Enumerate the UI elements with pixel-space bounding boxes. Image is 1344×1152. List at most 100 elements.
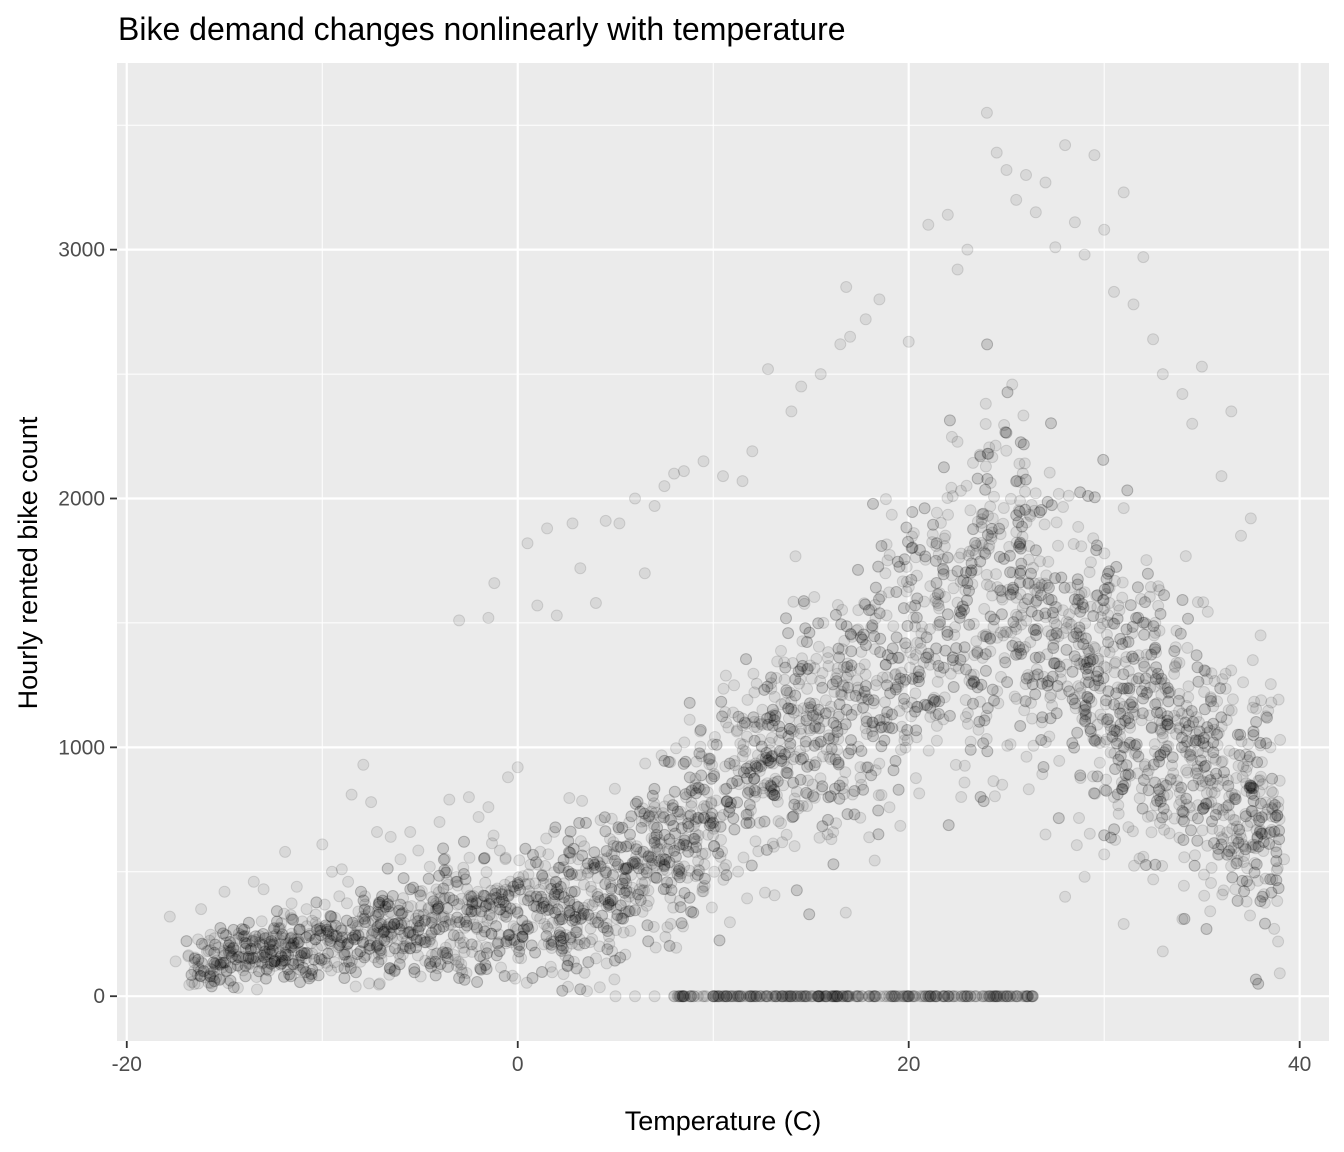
data-point — [1004, 738, 1017, 751]
data-point — [364, 939, 377, 952]
data-point — [668, 785, 681, 798]
data-point — [1184, 748, 1196, 761]
data-point — [253, 936, 266, 949]
data-point — [1225, 664, 1238, 677]
data-point — [967, 697, 979, 710]
data-point — [296, 951, 308, 964]
data-point — [1102, 636, 1115, 649]
data-point — [1241, 760, 1254, 773]
data-point — [544, 960, 557, 973]
data-point — [955, 607, 968, 620]
data-point — [1023, 671, 1036, 684]
data-point — [746, 445, 759, 458]
data-point — [689, 870, 702, 883]
data-point — [1244, 909, 1256, 922]
data-point — [1010, 608, 1023, 621]
data-point — [741, 787, 754, 799]
data-point — [1207, 700, 1220, 713]
data-point — [1229, 883, 1242, 896]
data-point — [986, 526, 999, 539]
data-point — [186, 976, 199, 988]
data-point — [675, 990, 687, 1003]
data-point — [1171, 780, 1184, 793]
data-point — [1148, 629, 1160, 642]
data-point — [582, 866, 595, 879]
data-point — [1088, 149, 1101, 162]
data-point — [1266, 873, 1279, 886]
data-point — [250, 951, 263, 964]
data-point — [775, 752, 788, 765]
data-point — [439, 891, 452, 904]
data-point — [216, 961, 229, 974]
data-point — [1020, 614, 1033, 627]
data-point — [468, 904, 481, 917]
data-point — [418, 932, 431, 945]
data-point — [819, 707, 832, 720]
data-point — [990, 568, 1002, 581]
data-point — [1253, 785, 1266, 798]
data-point — [1223, 744, 1236, 757]
data-point — [1176, 805, 1189, 818]
data-point — [239, 970, 252, 983]
data-point — [336, 931, 348, 944]
data-point — [1234, 828, 1247, 841]
data-point — [697, 455, 710, 468]
data-point — [1139, 672, 1152, 685]
data-point — [785, 990, 798, 1003]
data-point — [260, 948, 273, 960]
data-point — [1136, 707, 1149, 720]
data-point — [453, 614, 466, 627]
data-point — [937, 461, 950, 474]
data-point — [913, 787, 926, 800]
data-point — [997, 502, 1010, 514]
data-point — [873, 593, 885, 606]
data-point — [254, 955, 267, 968]
data-point — [741, 730, 753, 743]
data-point — [800, 636, 813, 648]
data-point — [670, 742, 683, 755]
data-point — [1265, 785, 1278, 798]
data-point — [1099, 698, 1112, 711]
data-point — [1030, 594, 1043, 607]
data-point — [960, 479, 973, 492]
data-point — [1273, 967, 1286, 980]
data-point — [1140, 554, 1153, 567]
data-point — [1244, 816, 1257, 828]
data-point — [1136, 802, 1149, 815]
data-point — [1250, 823, 1263, 836]
data-point — [1261, 711, 1273, 724]
data-point — [575, 907, 588, 920]
data-point — [1156, 368, 1169, 381]
data-point — [1258, 888, 1270, 901]
data-point — [816, 780, 829, 793]
data-point — [911, 636, 924, 649]
data-point — [1230, 857, 1243, 870]
data-point — [1128, 739, 1141, 752]
data-point — [717, 808, 730, 821]
data-point — [769, 708, 782, 721]
data-point — [731, 724, 744, 737]
data-point — [386, 931, 398, 944]
data-point — [979, 418, 992, 430]
data-point — [960, 663, 972, 676]
data-point — [986, 683, 999, 696]
data-point — [465, 938, 478, 951]
data-point — [536, 869, 549, 882]
data-point — [276, 928, 289, 941]
data-point — [874, 990, 887, 1003]
data-point — [212, 941, 225, 954]
data-point — [922, 990, 935, 1003]
data-point — [1052, 812, 1065, 825]
data-point — [169, 955, 182, 968]
data-point — [1115, 776, 1128, 789]
data-point — [879, 658, 892, 671]
data-point — [633, 883, 646, 896]
data-point — [315, 953, 328, 966]
data-point — [1117, 918, 1130, 930]
data-point — [852, 990, 865, 1003]
data-point — [1137, 850, 1150, 863]
data-point — [531, 599, 544, 612]
data-point — [861, 761, 874, 774]
data-point — [698, 858, 711, 871]
